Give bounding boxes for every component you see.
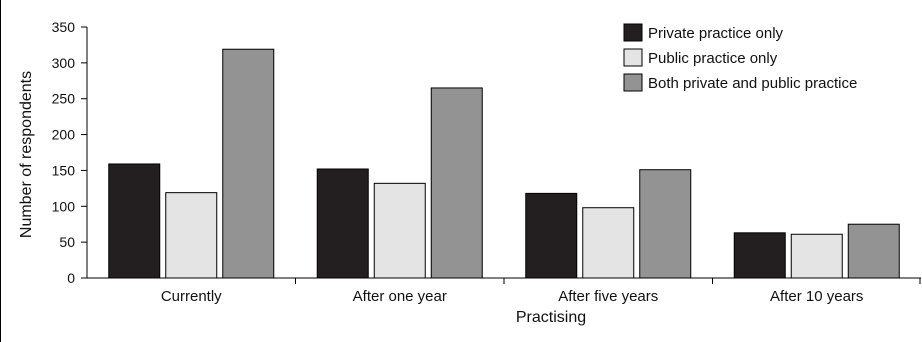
y-tick-label: 350 <box>52 19 76 35</box>
bars <box>108 48 900 279</box>
category-label: After 10 years <box>770 288 863 305</box>
category-label: After five years <box>558 288 658 305</box>
bar-2-2 <box>373 182 426 279</box>
legend-swatch-1 <box>623 23 643 42</box>
y-tick-label: 50 <box>59 234 75 250</box>
legend-label-3: Both private and public practice <box>648 75 857 92</box>
bar-2-3 <box>582 207 635 279</box>
y-tick-label: 300 <box>52 55 76 71</box>
category-labels: Currently After one year After five years A… <box>161 288 864 305</box>
bar-3-4 <box>847 223 900 279</box>
category-label: After one year <box>353 288 447 305</box>
bar-1-3 <box>525 192 578 279</box>
bar-2-1 <box>165 192 218 279</box>
y-tick-label: 100 <box>52 198 76 214</box>
x-axis-ticks <box>295 278 921 284</box>
legend-label-2: Public practice only <box>648 50 778 67</box>
y-tick-label: 250 <box>52 91 76 107</box>
y-tick-label: 0 <box>67 270 75 286</box>
legend-label-1: Private practice only <box>648 25 784 42</box>
x-axis-title: Practising <box>516 309 586 326</box>
bar-1-4 <box>733 232 786 279</box>
y-axis-title: Number of respondents <box>18 71 35 238</box>
y-tick-label: 200 <box>52 127 76 143</box>
category-label: Currently <box>161 288 222 305</box>
bar-1-2 <box>316 168 369 279</box>
legend: Private practice only Public practice onl… <box>623 23 857 92</box>
bar-2-4 <box>790 233 843 279</box>
legend-swatch-2 <box>623 48 643 67</box>
bar-3-2 <box>430 87 483 279</box>
bar-1-1 <box>108 163 161 279</box>
bar-3-1 <box>222 48 275 279</box>
y-tick-label: 150 <box>52 162 76 178</box>
y-axis-ticks: 0 50 100 150 200 250 300 350 <box>52 19 87 286</box>
legend-swatch-3 <box>623 73 643 92</box>
bar-3-3 <box>639 169 692 279</box>
